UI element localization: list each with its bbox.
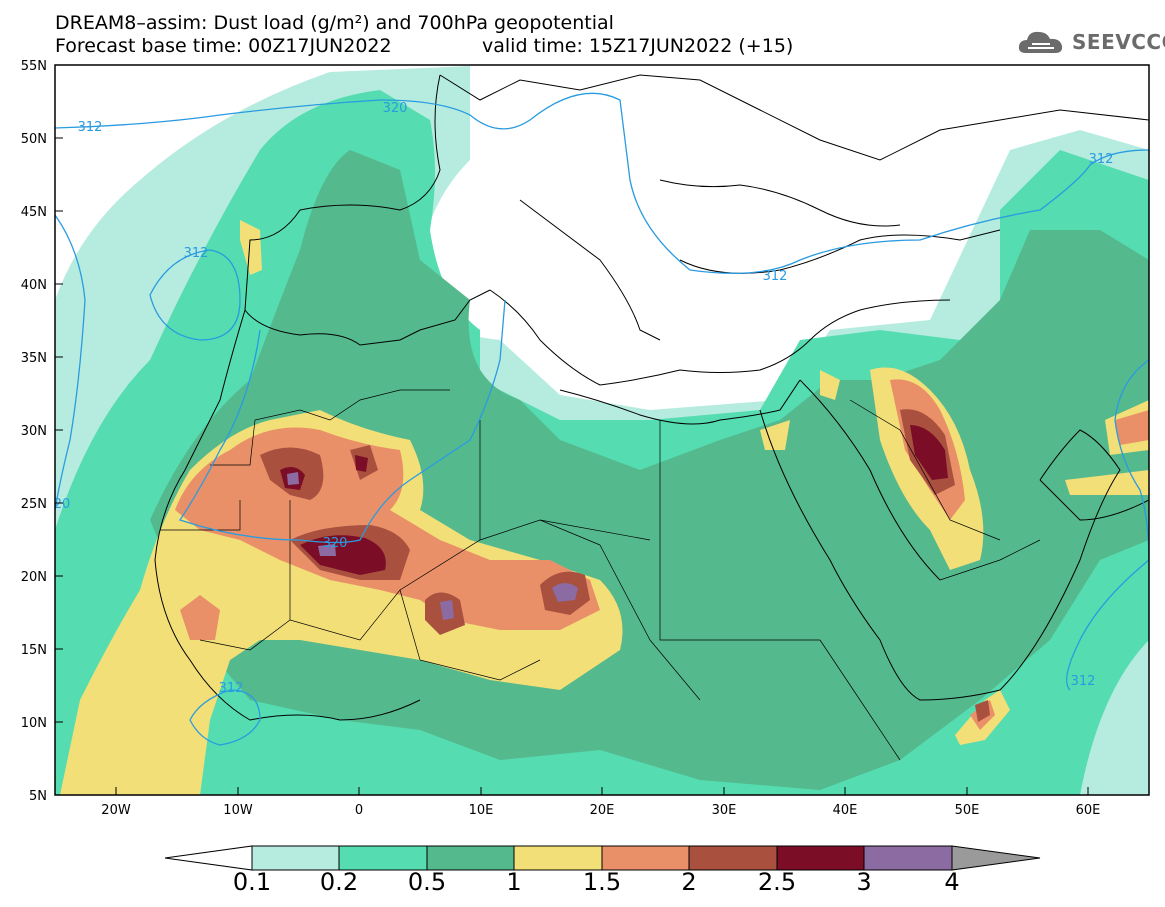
lon-label: 20E [590, 803, 615, 818]
contour-label: 312 [1071, 674, 1096, 689]
dust-band-3-d [318, 544, 336, 556]
contour-label: 320 [383, 101, 408, 116]
lon-label: 10W [223, 803, 253, 818]
logo-text: SEEVCCC [1072, 30, 1165, 54]
lat-label: 50N [21, 132, 47, 147]
colorbar-label: 0.1 [232, 868, 272, 896]
lat-label: 45N [21, 205, 47, 220]
valid-time: valid time: 15Z17JUN2022 (+15) [482, 35, 794, 57]
lon-label: 30E [712, 803, 737, 818]
colorbar-label: 2 [681, 868, 697, 896]
dust-band-3-a [552, 583, 578, 602]
geopotential-contours [55, 92, 1149, 746]
lat-label: 15N [21, 643, 47, 658]
lon-label: 10E [469, 803, 494, 818]
map-title: DREAM8–assim: Dust load (g/m²) and 700hP… [55, 12, 614, 34]
lon-labels: 20W 10W 0 10E 20E 30E 40E 50E 60E [101, 803, 1100, 818]
dust-band-1.5-iran [1115, 410, 1149, 445]
lat-labels: 55N 50N 45N 40N 35N 30N 25N 20N 15N 10N … [21, 59, 47, 804]
cloud-icon [1018, 31, 1063, 53]
colorbar-arrow-high [951, 845, 1041, 871]
lon-label: 40E [833, 803, 858, 818]
lon-label: 20W [101, 803, 131, 818]
seevccc-logo: SEEVCCC [1016, 24, 1165, 60]
contour-label: 312 [1089, 152, 1114, 167]
contour-labels: 312 320 312 312 312 312 320 312 20 [54, 101, 1114, 696]
dust-band-2-horn [975, 700, 990, 722]
lat-label: 20N [21, 570, 47, 585]
dust-band-2.5-arabia [910, 425, 948, 480]
dust-band-1-levant [820, 370, 840, 400]
lat-label: 30N [21, 424, 47, 439]
colorbar [164, 845, 1041, 871]
lat-label: 55N [21, 59, 47, 74]
dust-band-1-gulf [1065, 470, 1149, 495]
dust-band-3-b [440, 600, 454, 620]
forecast-base-time: Forecast base time: 00Z17JUN2022 [55, 35, 392, 57]
dust-band-1-egypt [760, 420, 790, 450]
dust-band-0.1-east [1080, 660, 1149, 795]
dust-band-1-iberia [240, 220, 262, 275]
colorbar-swatch [251, 845, 340, 871]
lon-label: 0 [355, 803, 363, 818]
lat-label: 5N [29, 789, 47, 804]
contour-label: 312 [78, 120, 103, 135]
contour-label: 312 [763, 269, 788, 284]
coastlines [154, 74, 1149, 721]
ticks [55, 137, 1089, 795]
contour-label: 320 [323, 536, 348, 551]
dust-band-1.5-west [180, 595, 220, 640]
dust-band-2.5-c [355, 455, 368, 472]
colorbar-label: 3 [856, 868, 872, 896]
colorbar-label: 4 [944, 868, 960, 896]
colorbar-label: 0.2 [319, 868, 359, 896]
colorbar-swatch [513, 845, 603, 871]
lat-label: 35N [21, 351, 47, 366]
colorbar-swatch [426, 845, 515, 871]
dust-band-3-c [287, 472, 299, 485]
contour-label: 20 [54, 497, 71, 512]
country-borders [160, 389, 1041, 761]
colorbar-swatch [338, 845, 428, 871]
lat-label: 25N [21, 497, 47, 512]
colorbar-arrow-low [164, 845, 253, 871]
colorbar-label: 2.5 [757, 868, 797, 896]
contour-label: 312 [219, 681, 244, 696]
lat-label: 40N [21, 278, 47, 293]
colorbar-swatch [688, 845, 778, 871]
lon-label: 60E [1076, 803, 1101, 818]
contour-label: 312 [184, 246, 209, 261]
dust-band-2.5-a [300, 535, 386, 575]
colorbar-swatch [601, 845, 690, 871]
colorbar-label: 1.5 [582, 868, 622, 896]
colorbar-label: 1 [506, 868, 522, 896]
lon-label: 50E [955, 803, 980, 818]
dust-field [55, 65, 1149, 795]
colorbar-swatch [776, 845, 865, 871]
colorbar-swatch [863, 845, 953, 871]
lat-label: 10N [21, 716, 47, 731]
colorbar-label: 0.5 [407, 868, 447, 896]
